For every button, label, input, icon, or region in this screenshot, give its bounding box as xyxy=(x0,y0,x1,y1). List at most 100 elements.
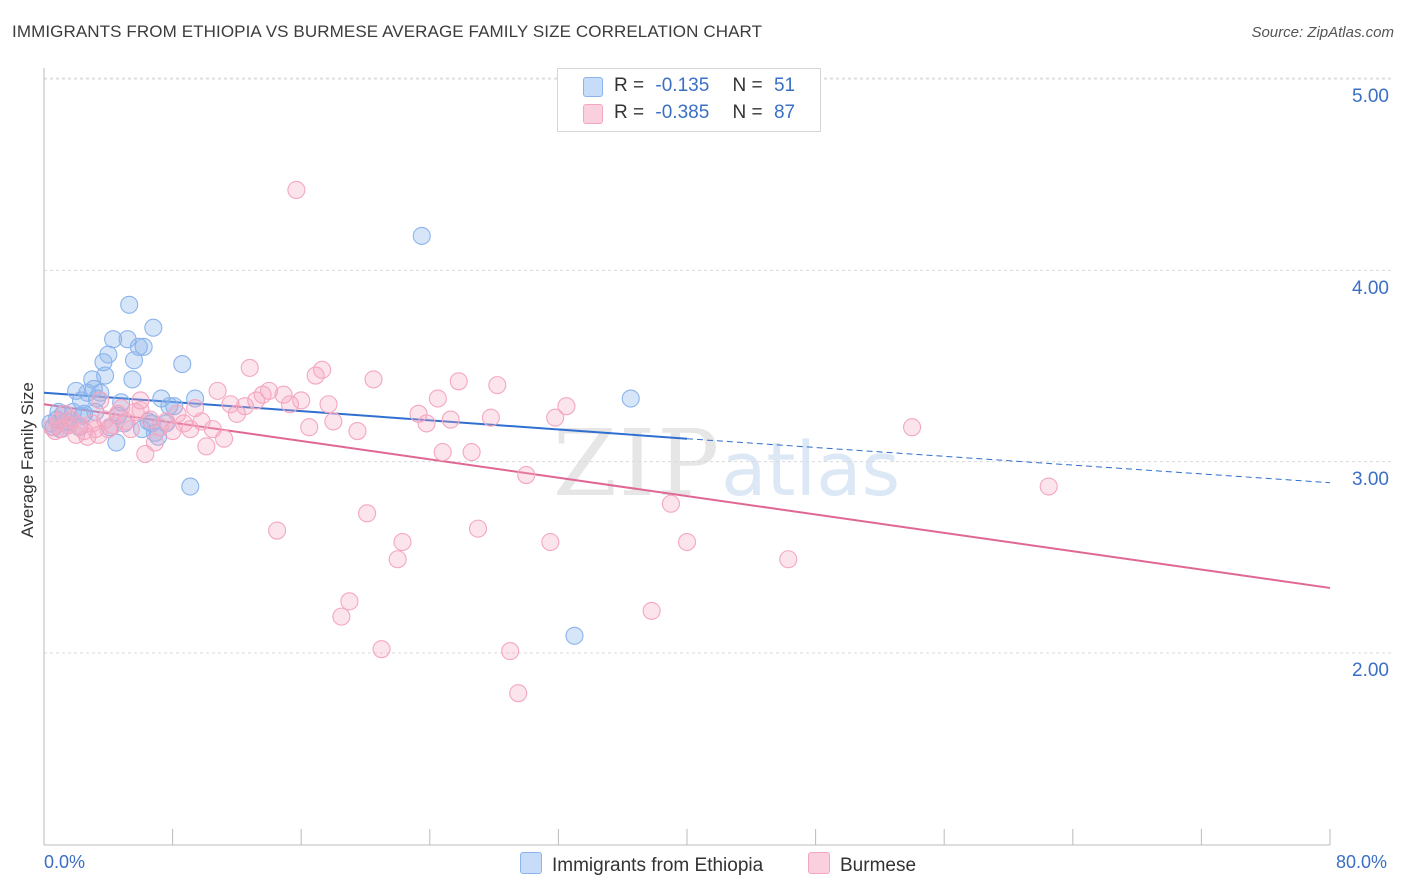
data-point-burmese xyxy=(300,418,319,437)
data-point-burmese xyxy=(364,370,383,389)
trend-line-dashed-0 xyxy=(686,438,1331,484)
legend-r-label: R = xyxy=(614,75,645,96)
data-point-ethiopia xyxy=(112,393,131,412)
data-point-burmese xyxy=(642,601,661,620)
source-label: Source: ZipAtlas.com xyxy=(1251,24,1394,41)
data-point-ethiopia xyxy=(71,391,91,410)
y-axis-label: Average Family Size xyxy=(18,382,37,538)
data-point-burmese xyxy=(235,397,254,416)
data-point-ethiopia xyxy=(181,477,200,496)
data-point-burmese xyxy=(121,420,140,439)
legend-n-value: 87 xyxy=(773,102,796,123)
data-point-ethiopia xyxy=(96,366,115,385)
data-point-burmese xyxy=(145,433,164,452)
x-tick-min: 0.0% xyxy=(44,852,86,872)
data-point-burmese xyxy=(214,429,234,448)
data-point-burmese xyxy=(501,642,520,661)
axes xyxy=(43,68,1331,846)
data-point-burmese xyxy=(91,391,110,410)
data-point-burmese xyxy=(481,408,500,427)
data-point-burmese xyxy=(488,376,507,395)
data-point-ethiopia xyxy=(124,351,144,370)
data-point-burmese xyxy=(89,425,108,444)
data-point-burmese xyxy=(541,532,560,552)
data-point-burmese xyxy=(779,550,798,569)
y-tick-3: 3.00 xyxy=(1352,469,1389,490)
data-point-burmese xyxy=(340,592,359,611)
data-point-burmese xyxy=(141,410,160,429)
legend-r-value: -0.385 xyxy=(655,102,710,123)
legend-swatch-ethiopia xyxy=(583,77,603,97)
legend-r-label: R = xyxy=(614,102,645,123)
data-point-burmese xyxy=(462,443,481,462)
data-point-burmese xyxy=(168,404,187,423)
data-point-ethiopia xyxy=(134,337,153,356)
data-point-burmese xyxy=(417,414,436,433)
data-point-burmese xyxy=(661,494,680,513)
legend-n-value: 51 xyxy=(773,75,796,96)
chart-title: IMMIGRANTS FROM ETHIOPIA VS BURMESE AVER… xyxy=(12,22,763,41)
data-point-burmese xyxy=(274,385,293,404)
data-point-burmese xyxy=(313,360,332,379)
y-tick-2: 2.00 xyxy=(1352,660,1389,681)
trend-lines xyxy=(43,391,1331,589)
data-point-burmese xyxy=(319,395,338,414)
data-point-burmese xyxy=(259,381,279,400)
data-point-burmese xyxy=(468,519,488,538)
data-point-burmese xyxy=(86,420,105,439)
data-point-burmese xyxy=(131,391,150,410)
data-point-burmese xyxy=(358,504,377,523)
data-point-burmese xyxy=(1039,477,1058,496)
data-point-burmese xyxy=(197,437,216,456)
data-point-burmese xyxy=(332,607,351,626)
data-point-burmese xyxy=(677,532,697,552)
legend-swatch-burmese xyxy=(583,104,603,124)
stats-legend: R = -0.135 N = 51 R = -0.385 N = 87 xyxy=(557,68,821,132)
legend-swatch-ethiopia xyxy=(520,852,542,874)
data-point-burmese xyxy=(112,399,131,418)
watermark-atlas: atlas xyxy=(721,427,900,513)
legend-n-label: N = xyxy=(732,75,763,96)
legend-label-ethiopia: Immigrants from Ethiopia xyxy=(552,855,764,876)
data-point-burmese xyxy=(546,408,565,427)
legend-swatch-burmese xyxy=(808,852,830,874)
y-tick-5: 5.00 xyxy=(1352,86,1389,107)
data-point-burmese xyxy=(372,640,391,659)
data-point-burmese xyxy=(509,684,528,703)
legend-label-burmese: Burmese xyxy=(840,855,917,876)
data-point-burmese xyxy=(433,443,452,462)
data-point-ethiopia xyxy=(186,389,205,408)
watermark: ZIPatlas xyxy=(553,410,900,517)
data-point-burmese xyxy=(208,381,227,400)
data-point-burmese xyxy=(393,532,412,552)
x-tick-max: 80.0% xyxy=(1336,852,1388,872)
data-point-ethiopia xyxy=(87,389,107,408)
data-point-ethiopia xyxy=(173,355,192,374)
data-point-ethiopia xyxy=(104,330,123,349)
legend-n-label: N = xyxy=(732,102,763,123)
data-point-ethiopia xyxy=(123,370,142,389)
data-point-burmese xyxy=(324,412,343,431)
data-point-ethiopia xyxy=(129,337,148,356)
data-point-burmese xyxy=(131,400,150,420)
data-point-ethiopia xyxy=(99,345,118,364)
data-point-burmese xyxy=(268,521,287,540)
data-point-burmese xyxy=(287,180,306,200)
watermark-zip: ZIP xyxy=(553,410,722,517)
legend-r-value: -0.135 xyxy=(655,75,710,96)
legend-item-ethiopia: Immigrants from Ethiopia xyxy=(520,852,763,877)
data-point-ethiopia xyxy=(412,226,431,245)
data-point-burmese xyxy=(428,389,447,408)
data-point-ethiopia xyxy=(73,406,92,425)
data-point-burmese xyxy=(280,395,299,414)
data-point-burmese xyxy=(449,372,468,391)
data-point-burmese xyxy=(557,397,576,416)
data-point-ethiopia xyxy=(144,318,163,337)
data-point-ethiopia xyxy=(107,433,126,452)
y-tick-4: 4.00 xyxy=(1352,278,1389,299)
data-point-burmese xyxy=(441,410,460,429)
trend-line-1 xyxy=(43,403,1331,589)
legend-item-burmese: Burmese xyxy=(808,852,916,877)
data-point-ethiopia xyxy=(621,389,640,408)
data-point-burmese xyxy=(388,550,407,569)
